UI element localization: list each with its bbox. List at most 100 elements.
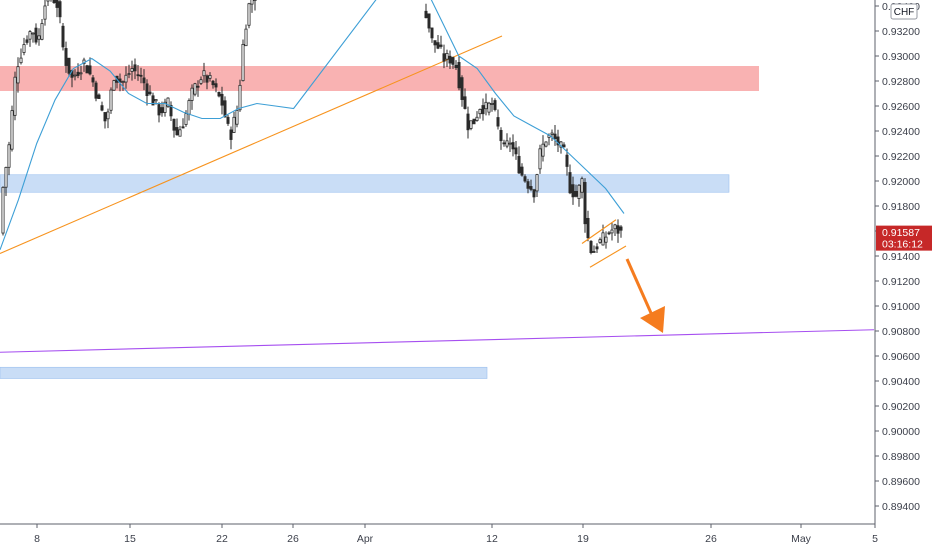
candle-body (424, 10, 428, 19)
candle-body (610, 229, 614, 234)
y-tick-label: 0.91800 (882, 201, 920, 213)
candle-body (223, 100, 227, 118)
x-tick-label: 26 (287, 533, 299, 545)
candle-body (499, 129, 503, 142)
last-price-value: 0.91587 (882, 227, 920, 239)
y-tick-label: 0.92600 (882, 101, 920, 113)
x-tick-label: 8 (34, 533, 40, 545)
candle-body (79, 72, 83, 75)
y-tick-label: 0.92800 (882, 76, 920, 88)
candle-body (43, 5, 47, 20)
candle-body (85, 65, 89, 74)
y-tick-label: 0.93200 (882, 26, 920, 38)
candle-body (199, 79, 203, 84)
candle-body (37, 35, 41, 40)
candle-body (562, 144, 566, 148)
lines-layer (0, 35, 875, 353)
candle-body (22, 44, 26, 53)
candle-body (172, 118, 176, 131)
x-tick-label: Apr (357, 533, 374, 545)
y-tick-label: 0.91000 (882, 301, 920, 313)
candle-body (439, 44, 443, 47)
candle-body (109, 89, 113, 111)
candle-body (571, 184, 575, 198)
candle-body (10, 110, 14, 150)
candle-body (169, 104, 173, 117)
candle-body (586, 217, 590, 239)
candle-body (478, 108, 482, 115)
candle-body (541, 143, 545, 157)
y-tick-label: 0.92400 (882, 126, 920, 138)
y-tick-label: 0.90800 (882, 326, 920, 338)
trendline (0, 35, 503, 255)
candle-body (229, 129, 233, 140)
candle-body (583, 182, 587, 225)
candle-body (580, 178, 584, 193)
candle-body (529, 186, 533, 190)
y-axis-panel (875, 0, 932, 550)
candle-body (616, 225, 620, 234)
candle-body (64, 48, 68, 66)
candle-body (532, 189, 536, 198)
x-tick-label: 12 (486, 533, 498, 545)
candle-body (442, 53, 446, 62)
candle-body (250, 0, 254, 5)
candle-body (238, 84, 242, 111)
candle-body (67, 57, 71, 74)
candle-body (166, 97, 170, 107)
candle-body (160, 107, 164, 114)
candle-body (145, 83, 149, 97)
candle-body (178, 129, 182, 137)
candle-body (469, 120, 473, 129)
candle-body (526, 181, 530, 189)
candle-body (112, 80, 116, 91)
candle-body (13, 76, 17, 116)
candle-body (148, 91, 152, 95)
candle-body (73, 74, 77, 77)
candle-body (97, 94, 101, 99)
y-tick-label: 0.89600 (882, 476, 920, 488)
last-price-tag (876, 225, 932, 251)
candle-body (568, 172, 572, 194)
candle-body (595, 246, 599, 250)
candle-body (184, 113, 188, 125)
candle-body (202, 70, 206, 77)
candle-body (241, 43, 245, 82)
candle-body (523, 176, 527, 182)
candle-body (436, 42, 440, 49)
flag-channel-upper (581, 219, 617, 244)
last-price-countdown: 03:16:12 (882, 239, 923, 251)
candle-body (55, 0, 59, 8)
candle-body (163, 101, 167, 113)
y-tick-label: 0.91400 (882, 251, 920, 263)
candle-body (7, 144, 11, 168)
candle-body (466, 113, 470, 131)
candle-body (475, 116, 479, 121)
x-tick-label: May (791, 533, 812, 545)
y-tick-label: 0.90000 (882, 426, 920, 438)
candle-body (565, 154, 569, 167)
currency-badge (890, 3, 918, 20)
flag-channel-lower (589, 245, 627, 268)
candle-body (556, 136, 560, 146)
candle-body (490, 103, 494, 105)
candle-body (136, 74, 140, 77)
candle-body (451, 57, 455, 65)
candle-body (472, 118, 476, 125)
candle-body (235, 110, 239, 125)
candle-body (100, 105, 104, 111)
projection-arrow-head (640, 306, 665, 333)
candle-body (535, 174, 539, 192)
candle-body (574, 190, 578, 197)
x-tick-label: 5 (872, 533, 878, 545)
candle-body (601, 232, 605, 246)
candle-body (433, 40, 437, 46)
candle-body (175, 127, 179, 136)
candle-body (214, 83, 218, 88)
candle-body (31, 32, 35, 35)
candle-body (142, 77, 146, 84)
candle-body (502, 142, 506, 145)
candle-body (52, 0, 56, 3)
